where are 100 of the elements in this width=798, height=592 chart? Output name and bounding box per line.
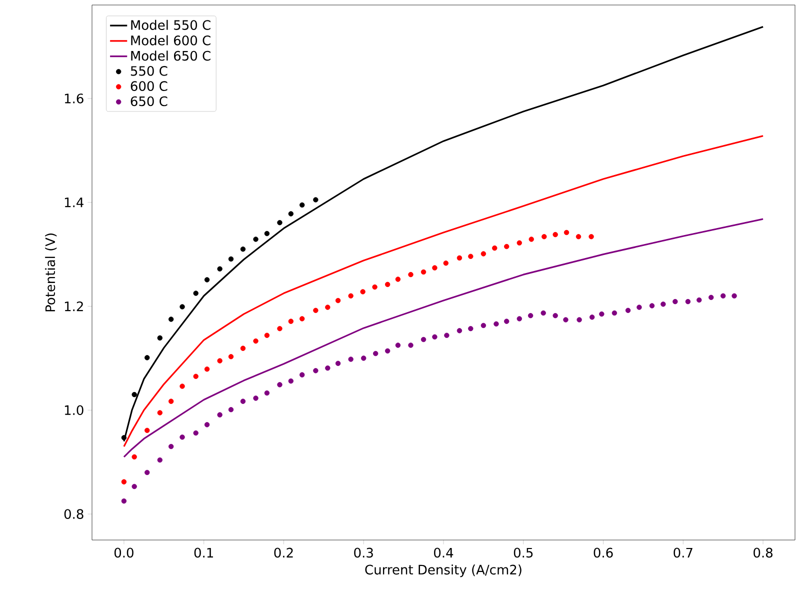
point — [132, 484, 137, 490]
point — [144, 470, 150, 476]
point — [576, 234, 582, 240]
point — [720, 293, 726, 298]
point — [300, 372, 305, 378]
point — [180, 384, 185, 389]
point — [372, 284, 378, 290]
point — [480, 322, 486, 328]
point — [335, 360, 341, 366]
point — [264, 230, 270, 236]
point — [468, 326, 474, 332]
x-tick-label: 0.8 — [754, 548, 772, 558]
point — [325, 365, 330, 371]
legend-label: Model 600 C — [131, 35, 210, 46]
point — [168, 398, 174, 404]
y-tick-label: 1.2 — [64, 301, 83, 312]
point — [240, 398, 246, 404]
point — [588, 234, 594, 240]
point — [217, 412, 222, 418]
legend-label: 550 C — [130, 66, 168, 76]
point — [732, 293, 737, 298]
point — [636, 304, 642, 310]
legend-label: Model 550 C — [131, 20, 210, 30]
point — [300, 202, 305, 208]
point — [456, 328, 462, 334]
point — [121, 435, 127, 440]
legend-label: 650 C — [130, 96, 168, 106]
point — [516, 240, 522, 246]
point — [373, 350, 378, 356]
point — [313, 308, 318, 314]
point — [335, 298, 341, 304]
x-tick-label: 0.1 — [194, 548, 213, 558]
point — [444, 332, 450, 338]
point — [528, 313, 534, 318]
y-tick-label: 1.6 — [64, 94, 84, 104]
point — [384, 282, 390, 288]
point — [168, 316, 174, 322]
point — [288, 378, 294, 384]
point — [132, 392, 137, 398]
x-axis-title: Current Density (A/cm2) — [365, 564, 522, 578]
legend-label: Model 650 C — [131, 50, 210, 61]
point — [228, 354, 234, 360]
point — [564, 230, 570, 236]
point — [240, 246, 246, 252]
point — [253, 236, 258, 242]
point — [360, 289, 366, 294]
x-tick-label: 0.2 — [274, 548, 293, 558]
point — [193, 290, 198, 296]
point — [204, 422, 210, 428]
point — [253, 396, 258, 401]
point — [516, 316, 522, 322]
x-tick-label: 0.0 — [114, 548, 134, 558]
y-tick-label: 0.8 — [64, 509, 84, 519]
point — [625, 308, 631, 314]
point — [395, 276, 401, 282]
point — [240, 346, 246, 351]
point — [348, 293, 354, 298]
point — [432, 334, 438, 340]
point — [420, 336, 426, 342]
y-tick-label: 1.4 — [64, 198, 84, 208]
point — [384, 348, 390, 354]
point — [204, 277, 210, 282]
point — [432, 265, 438, 270]
point — [277, 382, 282, 388]
point — [313, 197, 318, 202]
point — [168, 444, 174, 450]
point — [456, 255, 462, 261]
point — [193, 430, 198, 436]
point — [420, 269, 426, 275]
x-tick-label: 0.3 — [354, 548, 373, 558]
point — [325, 304, 330, 310]
point — [180, 304, 185, 310]
x-tick-label: 0.4 — [434, 548, 454, 558]
line-series — [123, 135, 764, 448]
x-tick-label: 0.6 — [594, 548, 613, 558]
point — [180, 434, 185, 440]
point — [672, 298, 678, 304]
point — [144, 428, 150, 434]
point — [708, 294, 714, 300]
point — [253, 338, 258, 344]
point — [193, 374, 198, 379]
point — [552, 313, 558, 318]
point — [157, 410, 163, 416]
point — [395, 342, 401, 348]
point — [552, 232, 558, 238]
point — [277, 220, 282, 226]
point — [443, 260, 448, 266]
point — [264, 390, 270, 396]
point — [121, 498, 127, 504]
point — [589, 314, 595, 320]
point — [361, 356, 366, 361]
point — [685, 298, 691, 304]
point — [217, 266, 222, 272]
point — [217, 358, 222, 364]
point — [300, 316, 305, 322]
point — [540, 310, 546, 316]
point — [228, 256, 234, 262]
point — [204, 366, 210, 372]
y-axis-title: Potential (V) — [45, 234, 57, 312]
point — [492, 245, 498, 251]
